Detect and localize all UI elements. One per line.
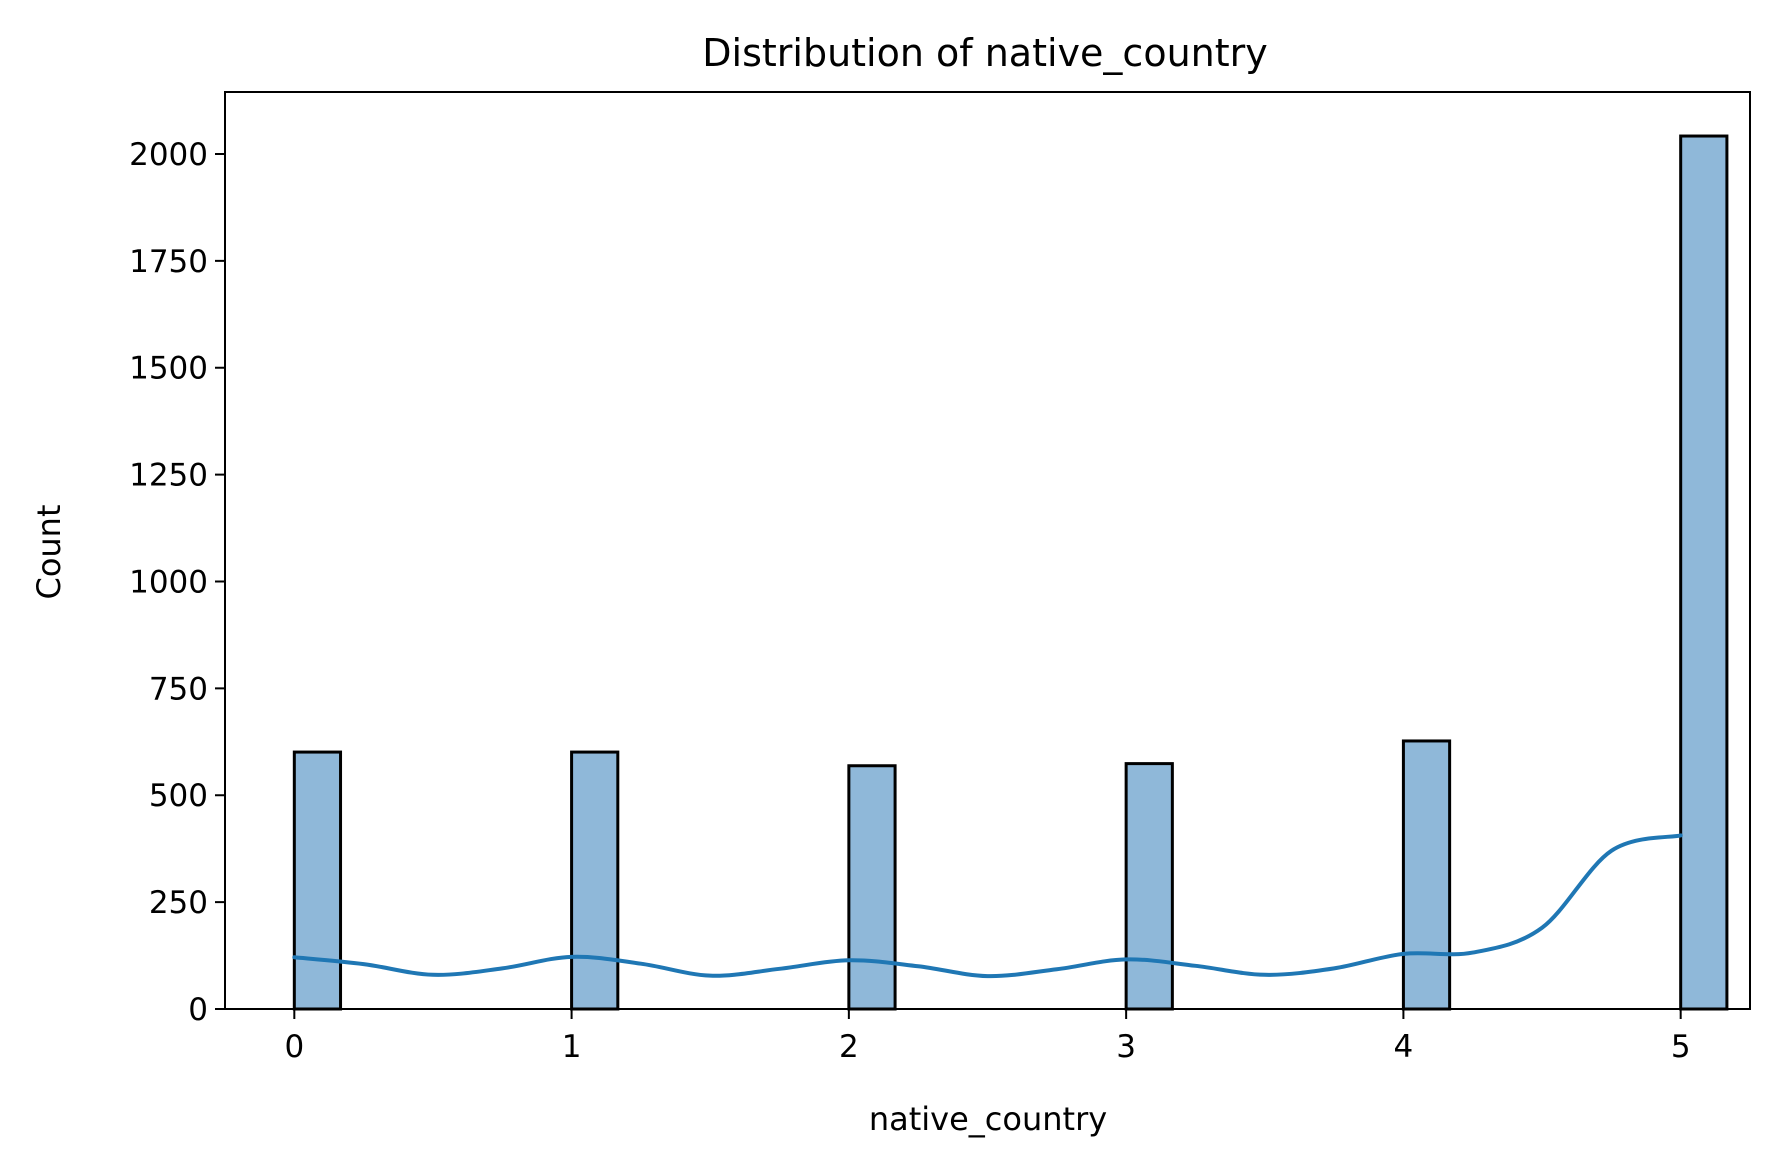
x-tick-label-5: 5 <box>1671 1029 1691 1065</box>
histogram-bar-1 <box>570 750 620 1011</box>
x-tick-label-1: 1 <box>562 1029 582 1065</box>
chart-title: Distribution of native_country <box>702 31 1268 75</box>
histogram-bar-0 <box>292 750 343 1011</box>
x-tick-label-2: 2 <box>839 1029 859 1065</box>
y-tick-label-1000: 1000 <box>129 564 208 600</box>
bars-layer <box>292 134 1729 1011</box>
y-axis-label: Count <box>30 504 68 599</box>
histogram-bar-2 <box>847 764 897 1011</box>
y-tick-label-0: 0 <box>188 992 208 1028</box>
y-axis: 0 250 500 750 1000 1250 1500 1750 2000 <box>129 137 225 1028</box>
x-tick-label-3: 3 <box>1116 1029 1136 1065</box>
kde-curve <box>292 833 1683 979</box>
y-tick-label-2000: 2000 <box>129 137 208 173</box>
y-tick-label-750: 750 <box>149 671 208 707</box>
x-tick-label-4: 4 <box>1394 1029 1414 1065</box>
y-tick-label-1250: 1250 <box>129 458 208 494</box>
x-axis: 0 1 2 3 4 5 <box>284 1009 1691 1065</box>
kde-layer <box>292 833 1683 979</box>
x-tick-label-0: 0 <box>284 1029 304 1065</box>
histogram-bar-5 <box>1679 134 1729 1011</box>
x-axis-label: native_country <box>869 1100 1107 1138</box>
plot-frame <box>224 91 1751 1010</box>
y-tick-label-250: 250 <box>149 885 208 921</box>
y-tick-label-1750: 1750 <box>129 244 208 280</box>
histogram-bar-3 <box>1124 762 1174 1011</box>
histogram-bar-4 <box>1401 739 1452 1011</box>
y-tick-label-500: 500 <box>149 778 208 814</box>
y-tick-label-1500: 1500 <box>129 351 208 387</box>
